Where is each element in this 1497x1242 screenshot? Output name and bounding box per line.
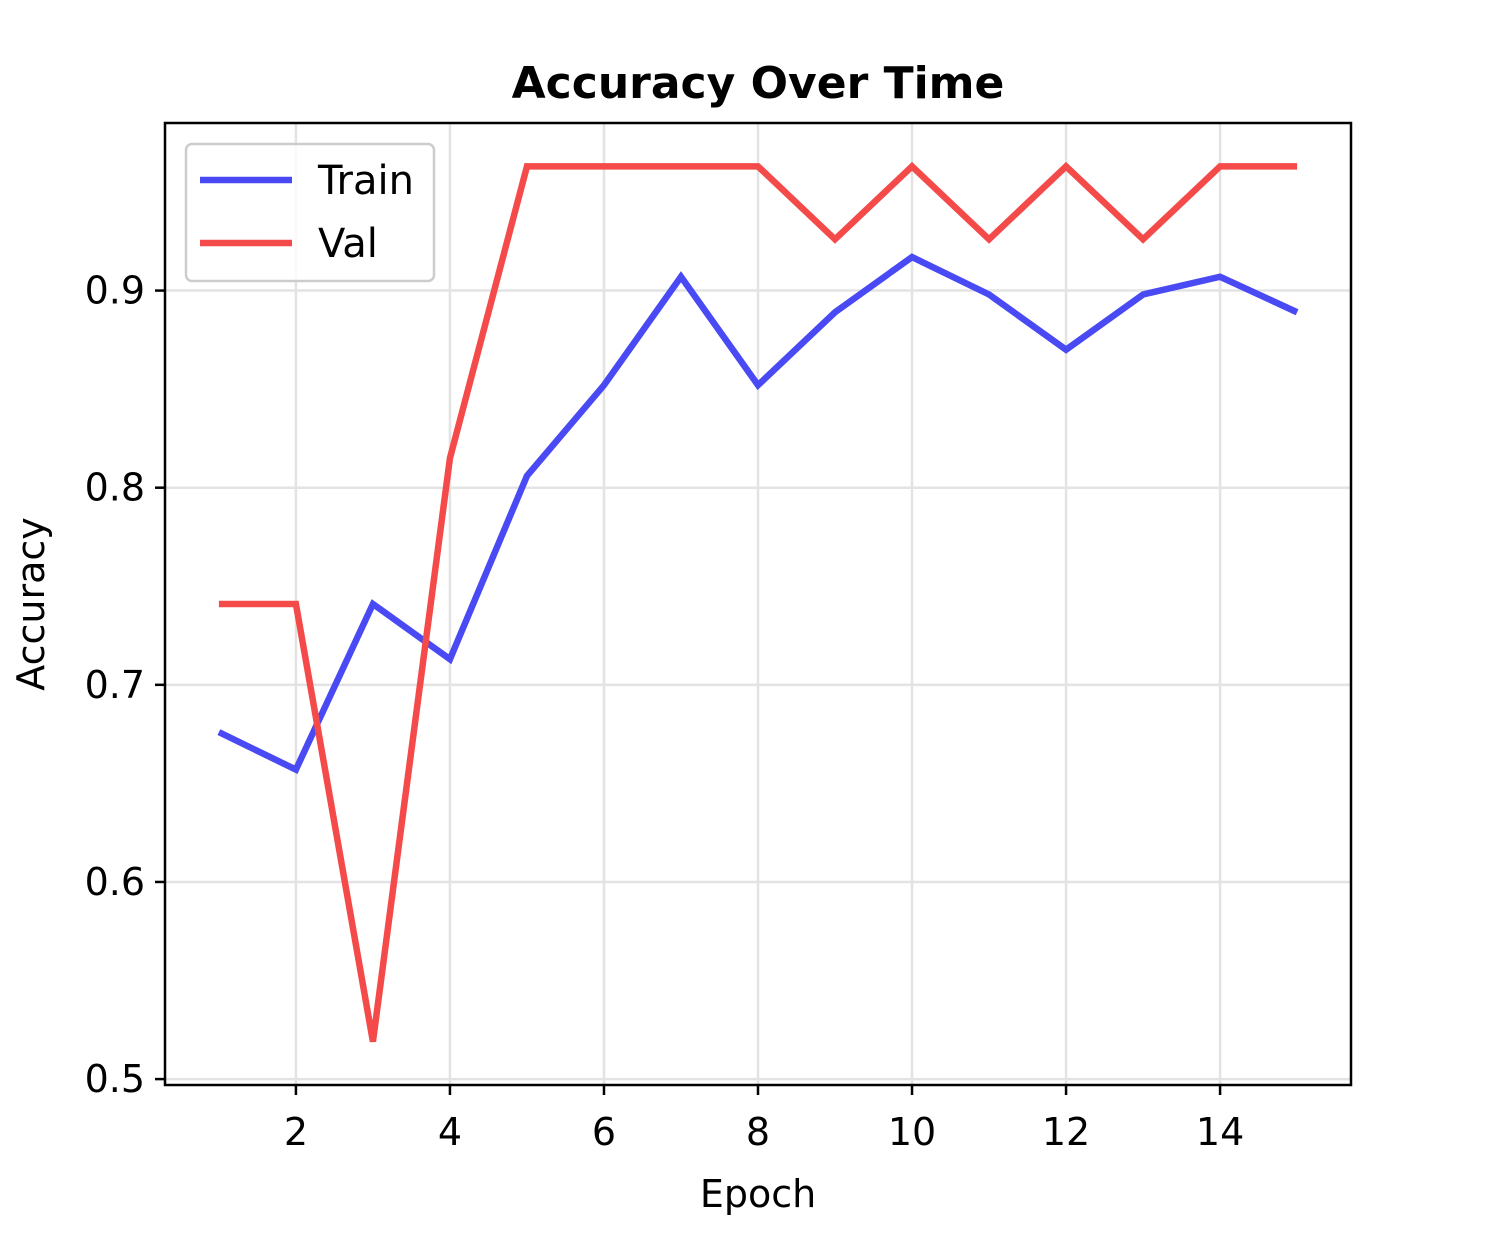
y-tick-label: 0.9 xyxy=(85,269,145,313)
legend-label-val: Val xyxy=(318,221,378,267)
x-tick-label: 12 xyxy=(1042,1110,1090,1154)
x-tick-label: 10 xyxy=(888,1110,936,1154)
x-tick-label: 6 xyxy=(592,1110,616,1154)
legend: Train Val xyxy=(184,142,436,283)
x-tick-label: 4 xyxy=(438,1110,462,1154)
x-tick-label: 8 xyxy=(746,1110,770,1154)
y-tick-label: 0.6 xyxy=(85,860,145,904)
axis-ticks: 2 4 6 8 10 12 14 0.5 0.6 0.7 0.8 0.9 xyxy=(85,269,1245,1154)
y-axis-label: Accuracy xyxy=(9,517,53,691)
series-line-train xyxy=(217,253,1299,774)
grid xyxy=(165,123,1351,1085)
legend-label-train: Train xyxy=(317,158,414,204)
x-tick-label: 14 xyxy=(1196,1110,1244,1154)
series-lines xyxy=(217,161,1299,1043)
x-axis-label: Epoch xyxy=(700,1172,816,1216)
y-tick-label: 0.8 xyxy=(85,466,145,510)
y-tick-label: 0.7 xyxy=(85,663,145,707)
x-tick-label: 2 xyxy=(284,1110,308,1154)
chart-title: Accuracy Over Time xyxy=(512,58,1005,109)
y-tick-label: 0.5 xyxy=(85,1057,145,1101)
series-line-val xyxy=(218,161,1298,1043)
